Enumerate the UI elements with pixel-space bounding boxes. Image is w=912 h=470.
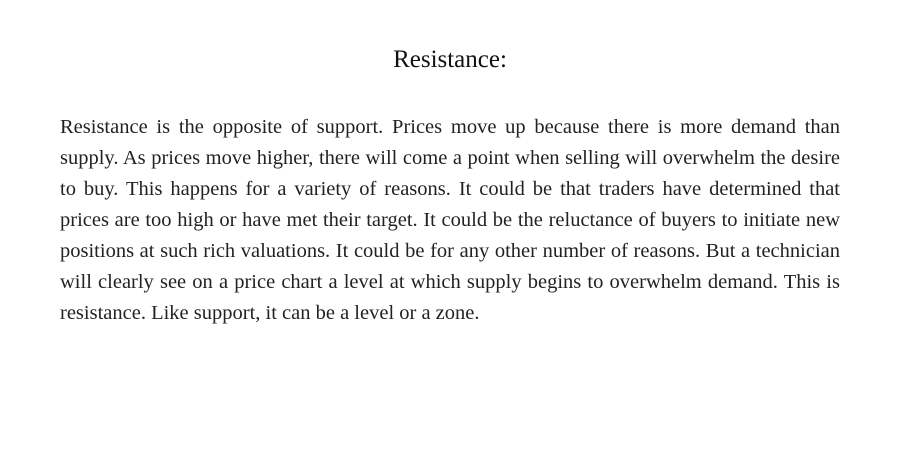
body-paragraph: Resistance is the opposite of support. P… — [60, 116, 840, 324]
document-page: Resistance: Resistance is the opposite o… — [60, 0, 840, 470]
section-heading: Resistance: — [393, 46, 507, 73]
